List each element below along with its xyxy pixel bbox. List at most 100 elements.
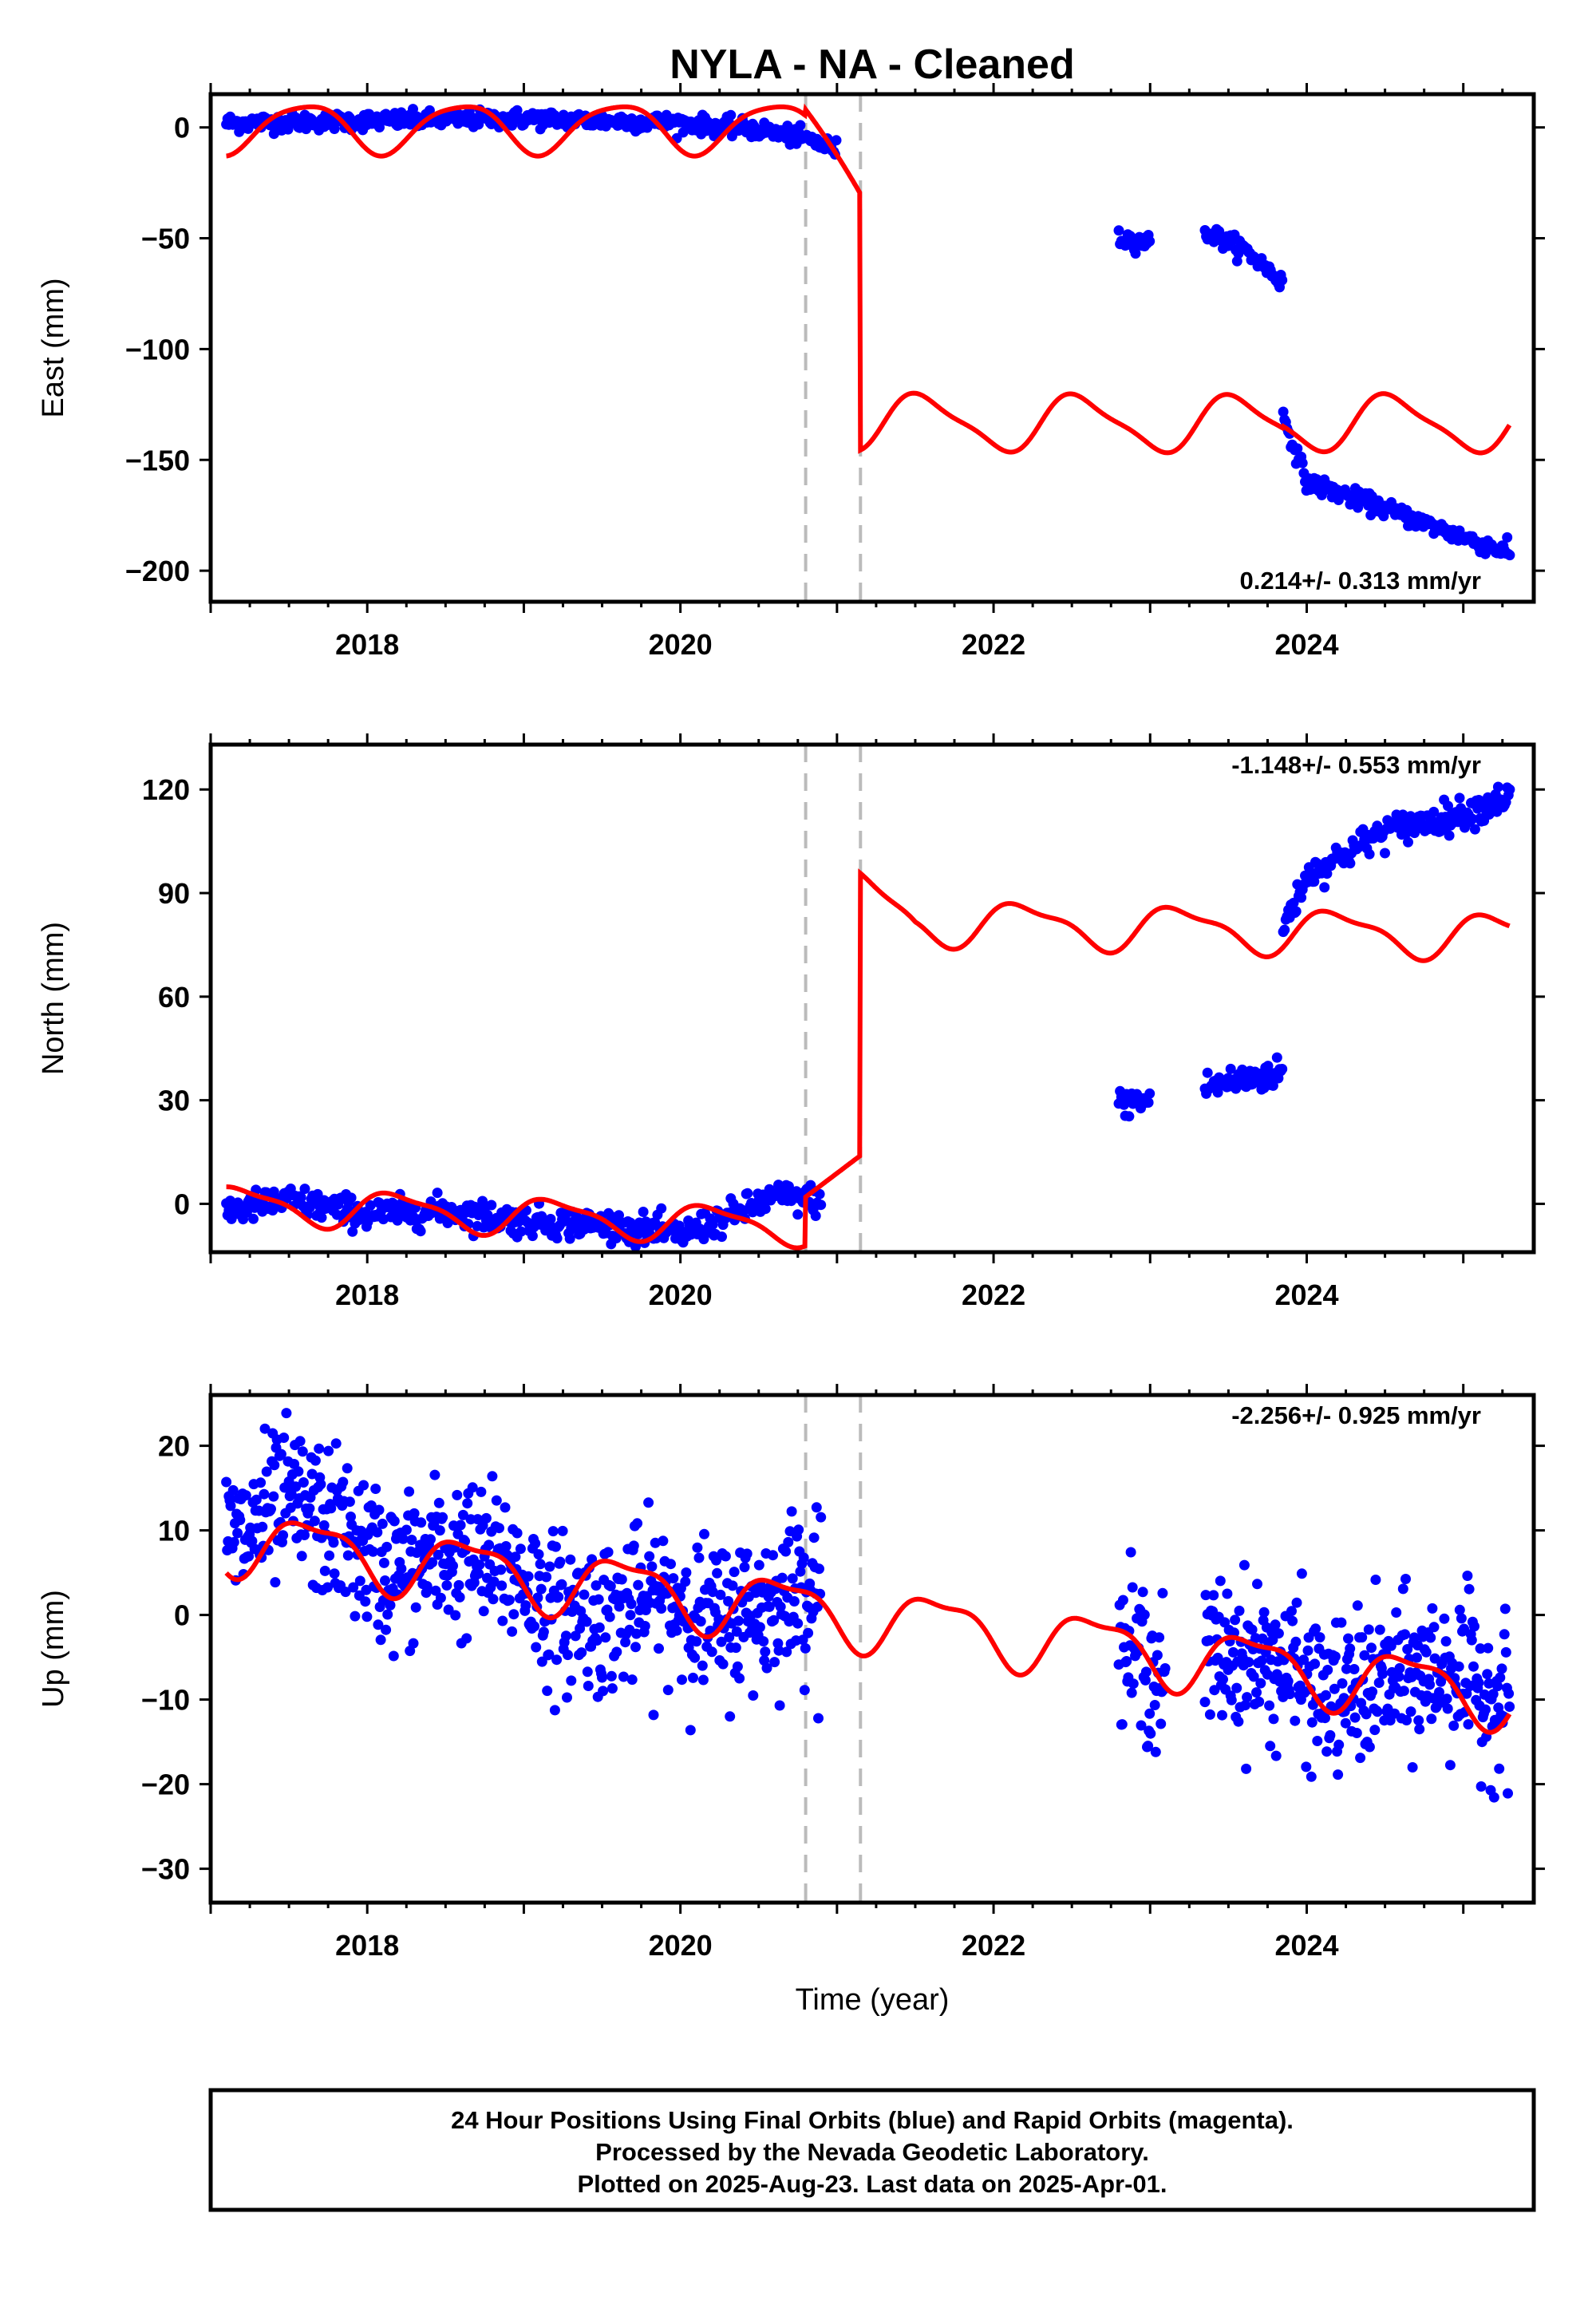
data-point	[535, 1559, 546, 1570]
data-point	[1154, 1632, 1165, 1643]
data-point	[1290, 1636, 1302, 1647]
data-point	[1117, 1595, 1128, 1606]
data-point	[1361, 1709, 1372, 1720]
data-point	[593, 1594, 604, 1605]
data-point	[435, 1592, 446, 1603]
x-tick-label: 2024	[1274, 1279, 1338, 1311]
data-point	[1292, 443, 1303, 454]
data-point	[1284, 1689, 1295, 1700]
data-point	[381, 1541, 393, 1552]
data-point	[1444, 1760, 1456, 1771]
data-point	[1400, 1574, 1411, 1584]
data-point	[295, 1192, 306, 1203]
data-point	[1290, 1715, 1301, 1726]
data-point	[760, 1646, 771, 1658]
data-point	[666, 1559, 676, 1570]
data-point	[720, 1551, 731, 1562]
data-point	[783, 1536, 794, 1547]
data-point	[346, 1192, 357, 1203]
data-point	[547, 1526, 559, 1537]
data-point	[408, 1638, 419, 1649]
data-point	[415, 1226, 426, 1237]
data-point	[467, 1482, 478, 1493]
data-point	[800, 1642, 811, 1654]
data-point	[691, 1636, 702, 1647]
data-point	[361, 1611, 373, 1622]
data-point	[814, 1188, 825, 1199]
data-point	[510, 1551, 521, 1563]
data-point	[711, 1555, 721, 1566]
data-point	[1268, 1713, 1279, 1725]
data-point	[1502, 532, 1513, 543]
data-point	[648, 1709, 659, 1721]
data-point	[1373, 1678, 1385, 1688]
data-point	[247, 1535, 258, 1547]
data-point	[1468, 1661, 1479, 1672]
data-point	[221, 1476, 232, 1488]
data-point	[425, 1534, 436, 1545]
data-point	[1325, 1729, 1336, 1741]
data-point	[1156, 1718, 1167, 1729]
data-point	[1349, 1712, 1361, 1723]
data-point	[520, 1600, 531, 1611]
data-point	[279, 1433, 290, 1443]
data-point	[614, 1601, 625, 1612]
data-point	[1475, 1643, 1486, 1654]
data-point	[350, 1611, 361, 1622]
data-point	[358, 1480, 369, 1491]
data-point	[523, 1571, 534, 1582]
data-point	[1377, 1668, 1388, 1679]
data-point	[1297, 457, 1308, 468]
data-point	[768, 1614, 780, 1626]
data-point	[1286, 1606, 1297, 1617]
data-point	[304, 1503, 315, 1514]
data-point	[555, 1556, 566, 1567]
data-point	[373, 1619, 384, 1630]
data-point	[1401, 1715, 1412, 1725]
data-point	[1215, 1575, 1226, 1587]
model-curve	[226, 103, 1512, 456]
data-point	[725, 109, 737, 121]
data-point	[812, 1601, 823, 1612]
data-point	[1439, 1613, 1450, 1624]
data-point	[294, 1436, 306, 1447]
data-point	[434, 1525, 445, 1536]
data-point	[404, 1486, 415, 1497]
data-point	[530, 1538, 541, 1549]
data-point	[293, 1466, 304, 1477]
data-point	[570, 1630, 581, 1642]
data-point	[760, 1203, 771, 1215]
data-point	[306, 1468, 318, 1480]
data-point	[579, 1589, 590, 1600]
data-point	[1424, 1679, 1436, 1690]
data-point	[792, 1618, 804, 1629]
data-point	[1140, 1666, 1152, 1678]
y-tick-label: 20	[158, 1430, 190, 1463]
data-point	[1333, 1739, 1345, 1750]
data-point	[1264, 1700, 1275, 1711]
data-point	[680, 1576, 691, 1587]
data-point	[500, 1502, 511, 1513]
data-point	[1152, 1650, 1163, 1661]
data-point	[543, 1649, 555, 1660]
data-point	[626, 1674, 638, 1686]
footer-line-3: Plotted on 2025-Aug-23. Last data on 202…	[577, 2170, 1167, 2198]
data-point	[1144, 1708, 1156, 1719]
data-point	[1306, 1771, 1317, 1782]
data-point	[563, 1650, 573, 1661]
data-point	[1402, 1644, 1413, 1654]
data-point	[297, 1446, 308, 1457]
data-point	[625, 1610, 636, 1621]
data-point	[487, 1471, 498, 1482]
data-point	[560, 1630, 571, 1642]
data-point	[388, 1650, 399, 1662]
data-point	[515, 1543, 526, 1555]
data-point	[290, 1481, 302, 1492]
y-tick-label: 60	[158, 981, 190, 1014]
up-panel: 20 10 0 −10 −20 −30 2018 2020 2022 2024 Up (mm) -2.…	[37, 1384, 1545, 1962]
data-point	[699, 1528, 709, 1539]
data-point	[562, 1692, 572, 1703]
data-point	[1464, 1583, 1475, 1595]
data-point	[430, 1585, 441, 1596]
data-point	[378, 1557, 389, 1568]
